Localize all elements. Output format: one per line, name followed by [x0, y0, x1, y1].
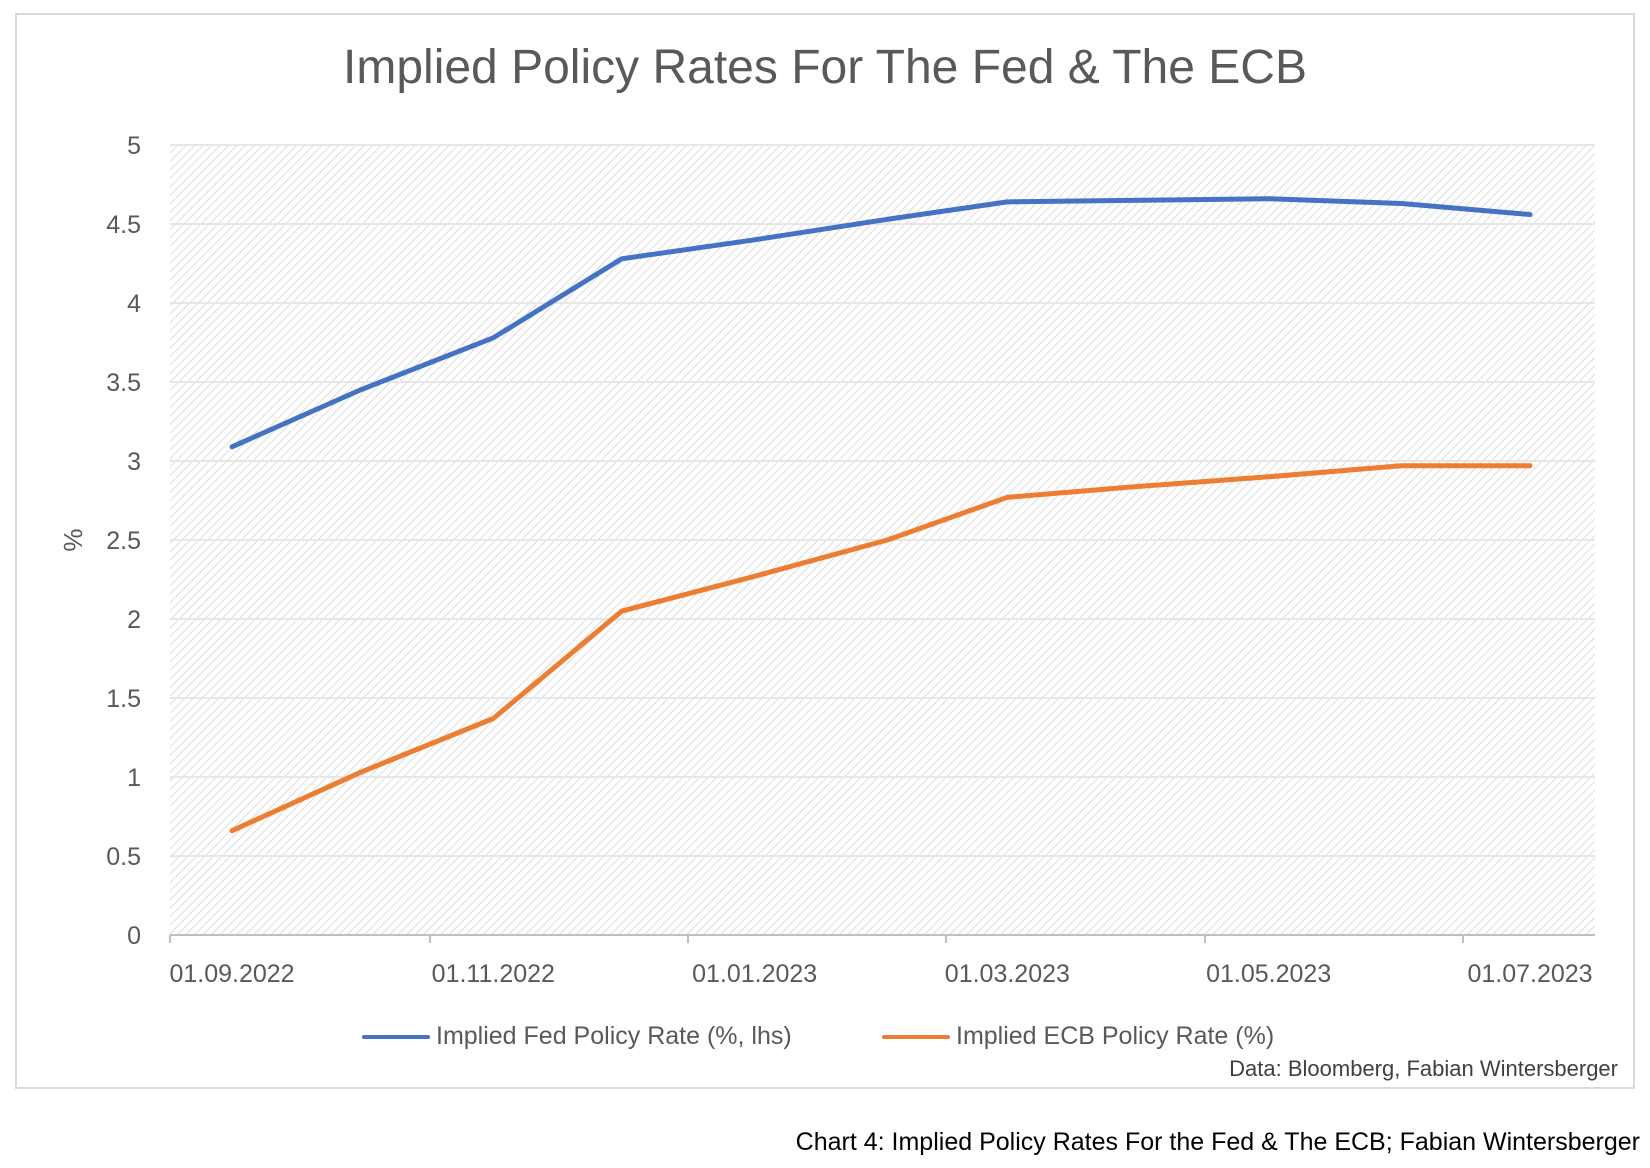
- y-tick-label: 0: [127, 922, 141, 950]
- source-note: Data: Bloomberg, Fabian Wintersberger: [1229, 1056, 1618, 1081]
- gridlines: [170, 144, 1595, 936]
- y-tick-label: 2: [127, 606, 141, 634]
- data-point: [360, 389, 362, 391]
- x-tick-label: 01.11.2022: [432, 960, 555, 988]
- legend-swatch-fed: [362, 1034, 430, 1039]
- data-point: [1400, 202, 1402, 204]
- data-point: [1139, 485, 1141, 487]
- data-point: [231, 830, 233, 832]
- legend: Implied Fed Policy Rate (%, lhs) Implied…: [0, 1022, 1650, 1062]
- legend-item-fed: Implied Fed Policy Rate (%, lhs): [362, 1022, 792, 1051]
- legend-label-ecb: Implied ECB Policy Rate (%): [956, 1022, 1275, 1050]
- data-point: [492, 718, 494, 720]
- legend-swatch-ecb: [882, 1034, 950, 1039]
- y-tick-label: 3: [127, 448, 141, 476]
- chart-title: Implied Policy Rates For The Fed & The E…: [343, 41, 1307, 94]
- y-tick-label: 3.5: [106, 369, 141, 397]
- y-tick-label: 2.5: [106, 527, 141, 555]
- x-tick-label: 01.05.2023: [1206, 960, 1331, 988]
- x-axis-ticks: 01.09.2022 01.11.2022 01.01.2023 01.03.2023…: [169, 935, 1593, 988]
- y-tick-label: 0.5: [106, 843, 141, 871]
- y-tick-label: 1.5: [106, 685, 141, 713]
- data-point: [754, 575, 756, 577]
- data-point: [621, 610, 623, 612]
- data-point: [1268, 198, 1270, 200]
- x-tick-label: 01.03.2023: [945, 960, 1070, 988]
- y-tick-label: 1: [127, 764, 141, 792]
- data-point: [231, 446, 233, 448]
- data-point: [886, 539, 888, 541]
- figure-caption: Chart 4: Implied Policy Rates For the Fe…: [795, 1128, 1640, 1156]
- legend-item-ecb: Implied ECB Policy Rate (%): [882, 1022, 1274, 1051]
- y-tick-label: 5: [127, 132, 141, 160]
- x-tick-label: 01.07.2023: [1467, 960, 1592, 988]
- data-point: [492, 337, 494, 339]
- y-axis-ticks: 0 0.5 1 1.5 2 2.5 3 3.5 4 4.5 5: [106, 132, 141, 950]
- series-lines: [229, 196, 1533, 834]
- data-point: [754, 239, 756, 241]
- data-point: [1400, 465, 1402, 467]
- y-tick-label: 4.5: [106, 211, 141, 239]
- data-point: [1139, 199, 1141, 201]
- data-point: [621, 258, 623, 260]
- data-point: [1529, 214, 1531, 216]
- data-point: [1529, 465, 1531, 467]
- x-tick-label: 01.01.2023: [692, 960, 817, 988]
- data-point: [1268, 476, 1270, 478]
- data-point: [1006, 496, 1008, 498]
- y-tick-label: 4: [127, 290, 141, 318]
- x-tick-label: 01.09.2022: [169, 960, 294, 988]
- legend-label-fed: Implied Fed Policy Rate (%, lhs): [436, 1022, 792, 1050]
- data-point: [886, 218, 888, 220]
- y-axis-label: %: [58, 528, 88, 551]
- data-point: [360, 771, 362, 773]
- data-point: [1006, 201, 1008, 203]
